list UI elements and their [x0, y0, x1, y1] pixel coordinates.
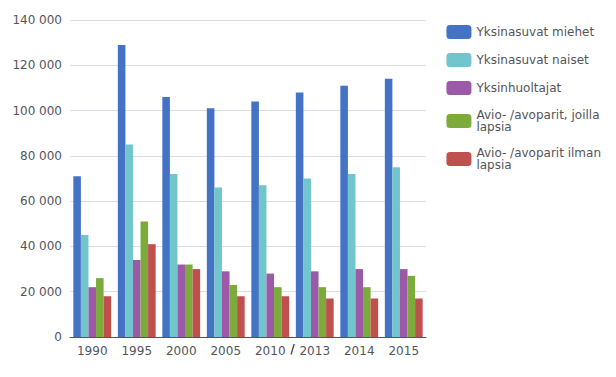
- svg-text:60 000: 60 000: [20, 194, 62, 208]
- svg-text:Yksinhuoltajat: Yksinhuoltajat: [475, 81, 561, 95]
- svg-text:2013: 2013: [299, 344, 330, 358]
- svg-text:2000: 2000: [166, 344, 197, 358]
- svg-text:20 000: 20 000: [20, 285, 62, 299]
- svg-text:0: 0: [54, 330, 62, 344]
- svg-text:80 000: 80 000: [20, 149, 62, 163]
- svg-text:1990: 1990: [77, 344, 108, 358]
- svg-text:1995: 1995: [121, 344, 152, 358]
- svg-text:2005: 2005: [210, 344, 241, 358]
- svg-text:lapsia: lapsia: [476, 158, 511, 172]
- svg-text:Avio- /avoparit, joilla: Avio- /avoparit, joilla: [476, 108, 600, 122]
- svg-text:120 000: 120 000: [12, 58, 62, 72]
- svg-text:2015: 2015: [388, 344, 419, 358]
- svg-text:Avio- /avoparit ilman: Avio- /avoparit ilman: [476, 146, 601, 160]
- svg-text:Yksinasuvat miehet: Yksinasuvat miehet: [475, 25, 594, 39]
- svg-text:lapsia: lapsia: [476, 120, 511, 134]
- svg-text:/: /: [290, 342, 295, 356]
- svg-text:Yksinasuvat naiset: Yksinasuvat naiset: [475, 53, 589, 67]
- svg-text:40 000: 40 000: [20, 239, 62, 253]
- svg-text:2010: 2010: [255, 344, 286, 358]
- svg-text:140 000: 140 000: [12, 13, 62, 27]
- svg-text:100 000: 100 000: [12, 104, 62, 118]
- svg-text:2014: 2014: [344, 344, 375, 358]
